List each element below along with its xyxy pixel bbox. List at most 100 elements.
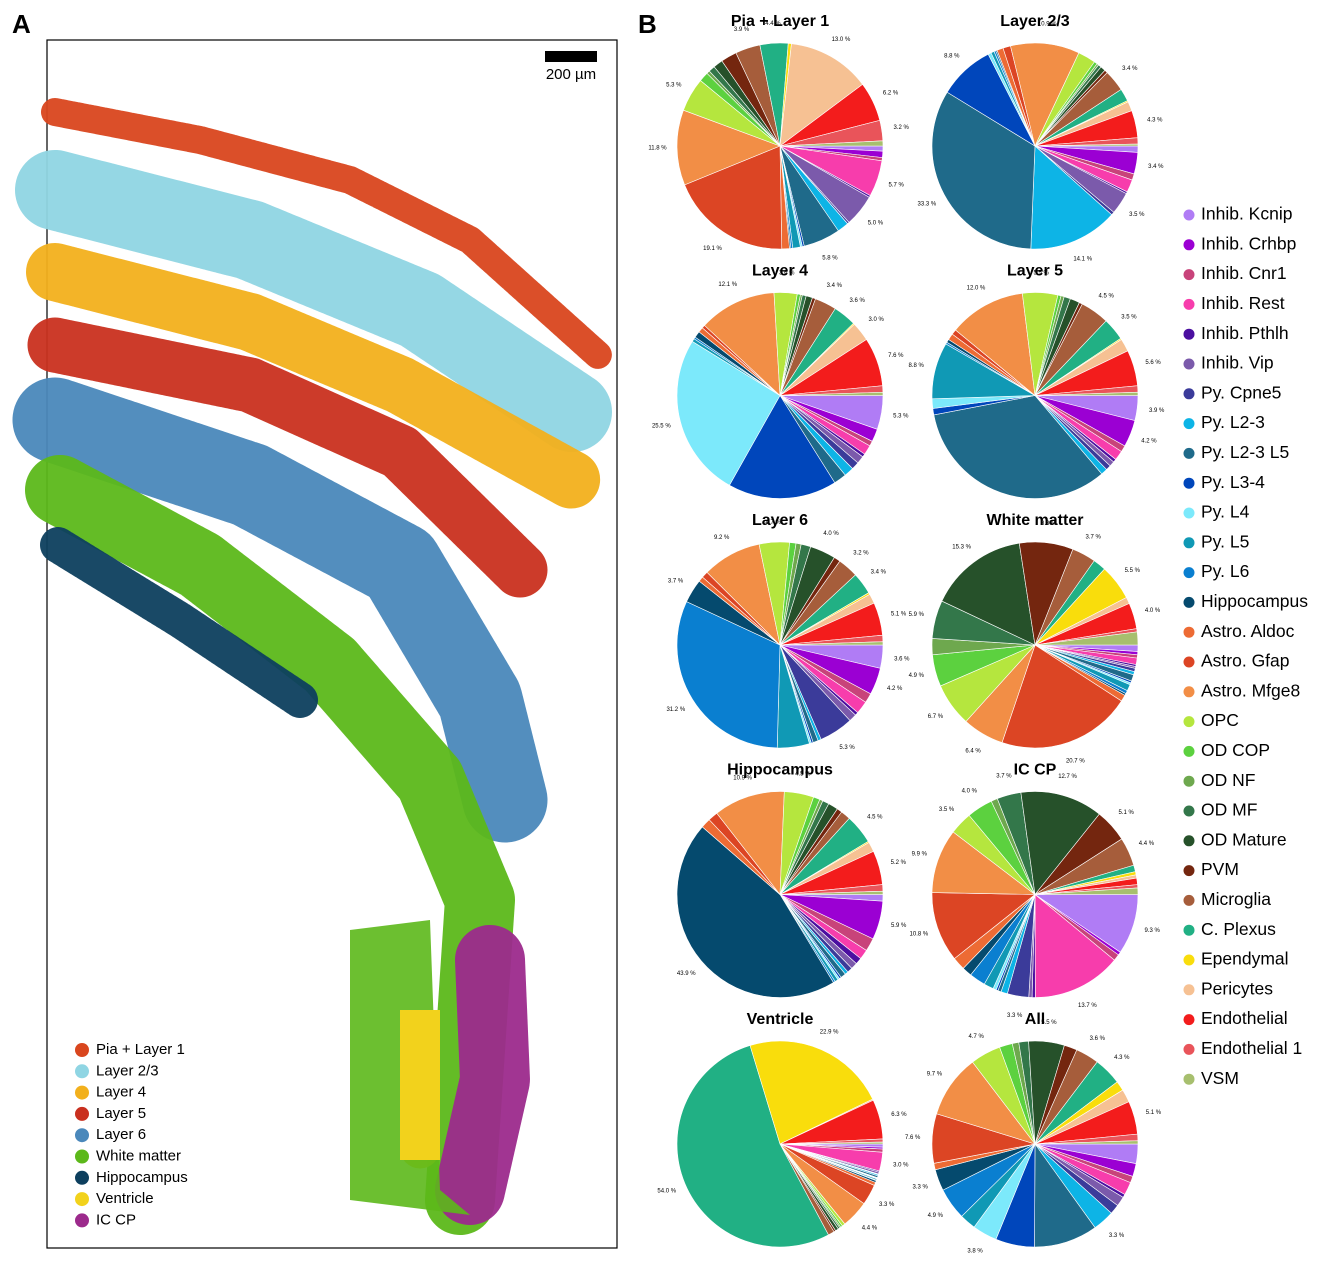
- value-label: 3.2 %: [853, 551, 869, 557]
- value-label: 4.7 %: [968, 1034, 984, 1040]
- value-label: 4.7 %: [766, 520, 782, 526]
- legend-label: OD COP: [1201, 740, 1270, 760]
- value-label: 3.3 %: [1007, 1013, 1023, 1019]
- value-label: 10.9 %: [733, 775, 752, 781]
- legend-marker: [1184, 269, 1195, 280]
- legend-label: Layer 6: [96, 1126, 146, 1143]
- value-label: 13.0 %: [832, 37, 851, 43]
- legend-marker: [1184, 657, 1195, 668]
- legend-label: Inhib. Crhbp: [1201, 233, 1296, 253]
- value-label: 5.3 %: [666, 82, 682, 88]
- value-label: 3.0 %: [893, 1163, 909, 1169]
- value-label: 3.0 %: [868, 317, 884, 323]
- legend-marker: [75, 1192, 89, 1206]
- legend-marker: [1184, 239, 1195, 250]
- value-label: 4.5 %: [867, 814, 883, 820]
- legend-label: White matter: [96, 1147, 181, 1164]
- legend-marker: [75, 1128, 89, 1142]
- scale-bar-label: 200 µm: [546, 66, 596, 83]
- value-label: 31.2 %: [666, 707, 685, 713]
- value-label: 10.9 %: [1038, 22, 1057, 28]
- value-label: 3.3 %: [913, 1185, 929, 1191]
- value-label: 3.9 %: [1149, 408, 1165, 414]
- value-label: 8.8 %: [944, 54, 960, 60]
- value-label: 5.1 %: [1146, 1110, 1162, 1116]
- value-label: 9.3 %: [1145, 928, 1161, 934]
- legend-label: Layer 4: [96, 1084, 146, 1101]
- value-label: 3.9 %: [734, 27, 750, 33]
- legend-marker: [75, 1064, 89, 1078]
- legend-label: Py. L2-3: [1201, 412, 1265, 432]
- value-label: 19.1 %: [703, 246, 722, 252]
- value-label: 9.9 %: [912, 852, 928, 858]
- value-label: 4.0 %: [962, 789, 978, 795]
- value-label: 11.8 %: [648, 146, 667, 152]
- value-label: 5.5 %: [1034, 271, 1050, 277]
- chart-title: Ventricle: [747, 1011, 814, 1028]
- value-label: 54.0 %: [657, 1188, 676, 1194]
- legend-label: Py. L3-4: [1201, 472, 1265, 492]
- value-label: 5.7 %: [889, 183, 905, 189]
- legend-marker: [1184, 716, 1195, 727]
- legend-label: Inhib. Vip: [1201, 353, 1274, 373]
- value-label: 3.7 %: [668, 578, 684, 584]
- legend-marker: [1184, 955, 1195, 966]
- value-label: 6.2 %: [883, 91, 899, 97]
- legend-marker: [1184, 686, 1195, 697]
- legend-marker: [1184, 210, 1195, 221]
- value-label: 4.2 %: [887, 686, 903, 692]
- chart-title: IC CP: [1014, 762, 1057, 779]
- value-label: 12.1 %: [718, 282, 737, 288]
- legend-marker: [75, 1171, 89, 1185]
- legend-label: OD NF: [1201, 770, 1255, 790]
- legend-marker: [1184, 776, 1195, 787]
- legend-marker: [75, 1150, 89, 1164]
- legend-marker: [1184, 806, 1195, 817]
- legend-label: C. Plexus: [1201, 919, 1276, 939]
- legend-label: Endothelial: [1201, 1008, 1288, 1028]
- value-label: 14.1 %: [1073, 256, 1092, 262]
- value-label: 4.9 %: [928, 1213, 944, 1219]
- value-label: 3.4 %: [1122, 66, 1138, 72]
- legend-marker: [75, 1213, 89, 1227]
- legend-marker: [1184, 567, 1195, 578]
- legend-label: Ependymal: [1201, 949, 1289, 969]
- legend-label: Layer 5: [96, 1105, 146, 1122]
- value-label: 3.5 %: [939, 807, 955, 813]
- value-label: 6.3 %: [891, 1112, 907, 1118]
- value-label: 4.3 %: [1147, 117, 1163, 123]
- panel-label: B: [638, 9, 657, 39]
- value-label: 4.3 %: [1114, 1055, 1130, 1061]
- legend-label: Pia + Layer 1: [96, 1041, 185, 1058]
- value-label: 22.9 %: [820, 1029, 839, 1035]
- value-label: 4.9 %: [909, 673, 925, 679]
- legend-label: Pericytes: [1201, 978, 1273, 998]
- legend-label: VSM: [1201, 1068, 1239, 1088]
- value-label: 33.3 %: [918, 201, 937, 207]
- legend-label: Py. Cpne5: [1201, 382, 1281, 402]
- value-label: 4.5 %: [795, 772, 811, 778]
- value-label: 5.3 %: [893, 413, 909, 419]
- value-label: 7.6 %: [905, 1135, 921, 1141]
- legend-label: Py. L6: [1201, 561, 1249, 581]
- legend-label: Hippocampus: [96, 1169, 188, 1186]
- legend-marker: [1184, 627, 1195, 638]
- legend-marker: [1184, 865, 1195, 876]
- value-label: 3.7 %: [1086, 535, 1102, 541]
- legend-marker: [1184, 1074, 1195, 1085]
- chart-title: White matter: [987, 512, 1084, 529]
- legend-marker: [1184, 329, 1195, 340]
- legend-marker: [1184, 1014, 1195, 1025]
- legend-label: Ventricle: [96, 1190, 154, 1207]
- legend-label: IC CP: [96, 1211, 136, 1228]
- value-label: 4.5 %: [1098, 293, 1114, 299]
- legend-marker: [1184, 597, 1195, 608]
- value-label: 20.7 %: [1066, 758, 1085, 764]
- value-label: 9.7 %: [927, 1072, 943, 1078]
- value-label: 5.0 %: [868, 221, 884, 227]
- legend-marker: [1184, 895, 1195, 906]
- value-label: 3.2 %: [894, 125, 910, 131]
- value-label: 3.8 %: [967, 1249, 983, 1255]
- value-label: 15.3 %: [952, 544, 971, 550]
- value-label: 10.8 %: [910, 931, 929, 937]
